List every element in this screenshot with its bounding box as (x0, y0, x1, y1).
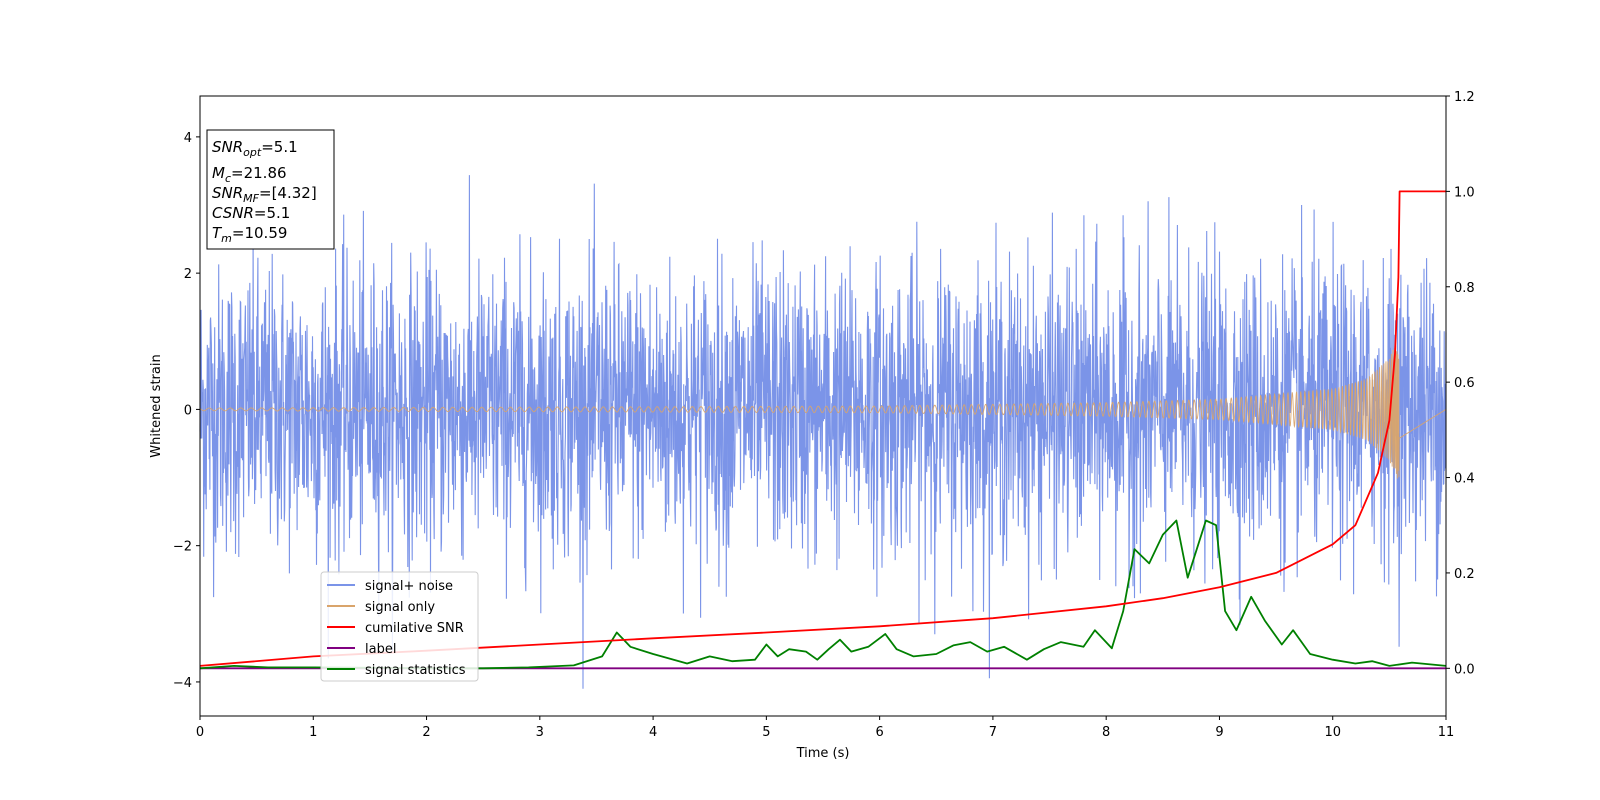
info-value: =21.86 (231, 164, 287, 182)
x-tick-label: 3 (536, 725, 544, 740)
info-line: CSNR=5.1 (212, 204, 290, 222)
info-line: Tm=10.59 (212, 224, 287, 245)
y-left-tick-label: 4 (184, 131, 192, 146)
y-right-tick-label: 1.0 (1454, 185, 1475, 200)
info-value: =5.1 (261, 138, 297, 156)
x-tick-label: 4 (649, 725, 657, 740)
legend-label: cumilative SNR (365, 621, 464, 636)
y-left-tick-label: 2 (184, 267, 192, 282)
x-tick-label: 5 (762, 725, 770, 740)
info-value: =10.59 (232, 224, 288, 242)
legend-label: label (365, 642, 396, 657)
legend-frame (320, 571, 479, 682)
info-line: SNRMF=[4.32] (212, 184, 317, 205)
axes: 0 1 2 3 4 5 6 7 8 9 10 11 −4 −2 0 2 4 0.0 0.2 0.4 0.6 0.8 1.0 1… (173, 90, 1475, 740)
x-tick-label: 2 (422, 725, 430, 740)
signal-noise-line (199, 175, 1447, 689)
info-symbol: CSNR (212, 204, 254, 222)
info-subscript: m (221, 232, 232, 245)
signal-only-line (199, 345, 1447, 479)
legend-label: signal+ noise (365, 579, 453, 594)
info-subscript: MF (243, 192, 259, 205)
y-left-tick-label: 0 (184, 403, 192, 418)
y-right-tick-label: 0.6 (1454, 376, 1475, 391)
signal-noise-series (199, 175, 1447, 689)
info-box-frame (206, 129, 335, 250)
legend-label: signal statistics (365, 663, 466, 678)
y-right-tick-label: 1.2 (1454, 90, 1475, 105)
info-symbol: SNR (212, 184, 243, 202)
x-tick-label: 6 (875, 725, 883, 740)
info-symbol: M (212, 164, 225, 182)
x-tick-label: 1 (309, 725, 317, 740)
legend: signal+ noise signal only cumilative SNR la… (320, 571, 479, 682)
info-subscript: opt (243, 146, 262, 159)
info-value: =5.1 (254, 204, 290, 222)
info-value: =[4.32] (259, 184, 317, 202)
signal-statistics-line (199, 519, 1447, 670)
info-line: Mc=21.86 (212, 164, 287, 185)
plot-frame (199, 95, 1447, 717)
info-line: SNRopt=5.1 (212, 138, 298, 159)
y-axis-label: Whitened strain (149, 354, 164, 457)
info-symbol: SNR (212, 138, 243, 156)
y-right-tick-label: 0.8 (1454, 281, 1475, 296)
x-tick-label: 9 (1215, 725, 1223, 740)
info-symbol: T (212, 224, 223, 242)
y-left-tick-label: −4 (173, 676, 192, 691)
signal-only-series (199, 345, 1447, 479)
info-box: SNRopt=5.1Mc=21.86SNRMF=[4.32]CSNR=5.1Tm… (206, 129, 335, 250)
y-right-tick-label: 0.4 (1454, 472, 1475, 487)
x-tick-label: 11 (1438, 725, 1455, 740)
x-tick-label: 8 (1102, 725, 1110, 740)
legend-label: signal only (365, 600, 435, 615)
x-axis-label: Time (s) (796, 746, 850, 761)
cumulative-snr-line (199, 190, 1446, 667)
x-tick-label: 10 (1324, 725, 1341, 740)
info-subscript: c (225, 172, 231, 185)
x-tick-label: 7 (989, 725, 997, 740)
y-right-tick-label: 0.0 (1454, 662, 1475, 677)
x-tick-label: 0 (196, 725, 204, 740)
y-left-tick-label: −2 (173, 540, 192, 555)
y-right-tick-label: 0.2 (1454, 567, 1475, 582)
